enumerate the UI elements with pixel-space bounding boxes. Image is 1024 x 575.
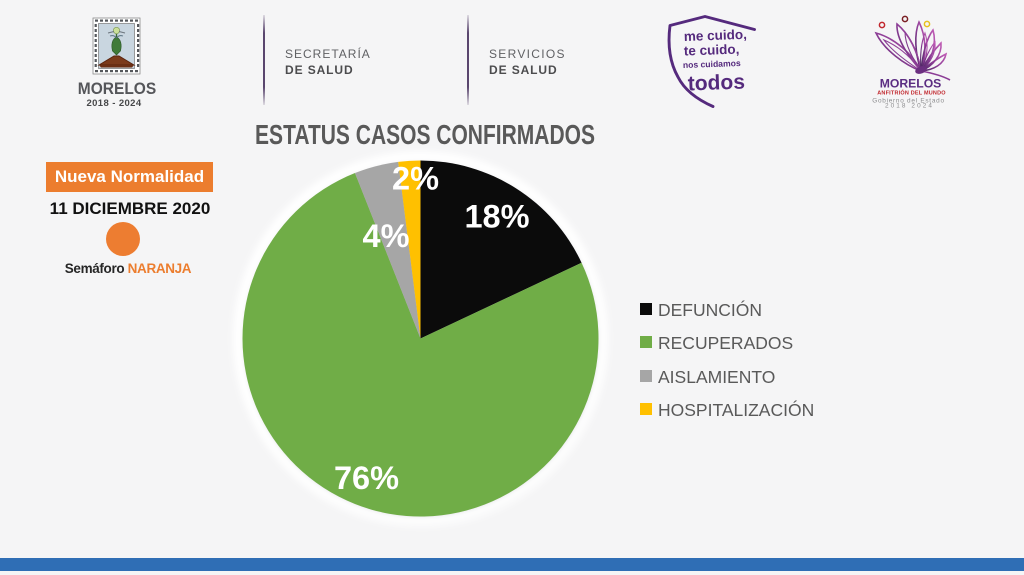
svg-text:2%: 2%	[392, 161, 439, 197]
svg-text:Gobierno del Estado: Gobierno del Estado	[872, 98, 945, 105]
svg-text:te cuido,: te cuido,	[684, 42, 740, 59]
svg-text:18%: 18%	[464, 199, 529, 235]
svg-text:2018 2024: 2018 2024	[885, 102, 934, 109]
svg-text:ANFITRIÓN DEL MUNDO: ANFITRIÓN DEL MUNDO	[877, 88, 946, 96]
svg-text:nos cuidamos: nos cuidamos	[683, 58, 741, 70]
svg-text:MORELOS: MORELOS	[880, 76, 942, 90]
svg-text:todos: todos	[687, 71, 745, 96]
svg-text:76%: 76%	[334, 460, 399, 496]
svg-text:me cuido,: me cuido,	[684, 27, 748, 44]
svg-text:4%: 4%	[363, 218, 410, 254]
